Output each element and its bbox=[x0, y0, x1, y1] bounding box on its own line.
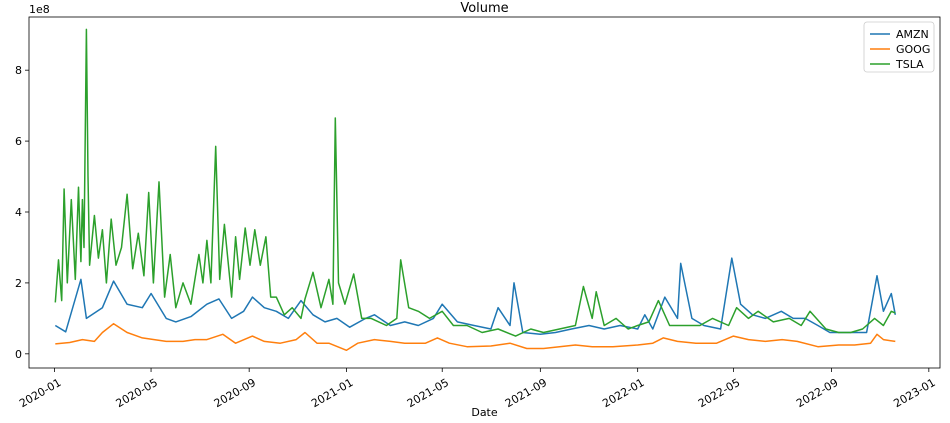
x-tick-label: 2021-01 bbox=[309, 376, 355, 410]
x-tick-label: 2020-09 bbox=[212, 376, 258, 410]
x-tick-label: 2022-09 bbox=[794, 376, 840, 410]
x-tick-label: 2021-05 bbox=[405, 376, 451, 410]
series-lines bbox=[54, 28, 897, 352]
y-tick-label: 0 bbox=[15, 348, 22, 361]
y-offset-label: 1e8 bbox=[29, 3, 50, 16]
x-tick-label: 2022-05 bbox=[696, 376, 742, 410]
legend-label-tsla: TSLA bbox=[895, 58, 924, 71]
y-tick-label: 4 bbox=[15, 206, 22, 219]
x-tick-label: 2020-05 bbox=[114, 376, 160, 410]
series-line-goog bbox=[55, 322, 896, 352]
legend-label-amzn: AMZN bbox=[896, 28, 929, 41]
y-axis-ticks: 0 2 4 6 8 bbox=[15, 64, 29, 361]
x-axis-label: Date bbox=[471, 406, 498, 419]
x-axis-ticks: 2020-01 2020-05 2020-09 2021-01 2021-05 2021-… bbox=[17, 368, 938, 410]
x-tick-label: 2021-09 bbox=[503, 376, 549, 410]
y-tick-label: 2 bbox=[15, 277, 22, 290]
x-tick-label: 2020-01 bbox=[17, 376, 63, 410]
series-line-tsla bbox=[54, 28, 896, 337]
chart-title: Volume bbox=[460, 1, 508, 16]
x-tick-label: 2023-01 bbox=[891, 376, 937, 410]
y-tick-label: 8 bbox=[15, 64, 22, 77]
y-tick-label: 6 bbox=[15, 135, 22, 148]
plot-frame bbox=[28, 16, 941, 369]
series-line-amzn bbox=[54, 257, 897, 336]
x-tick-label: 2022-01 bbox=[600, 376, 646, 410]
legend-label-goog: GOOG bbox=[896, 43, 930, 56]
legend: AMZN GOOG TSLA bbox=[863, 21, 935, 73]
